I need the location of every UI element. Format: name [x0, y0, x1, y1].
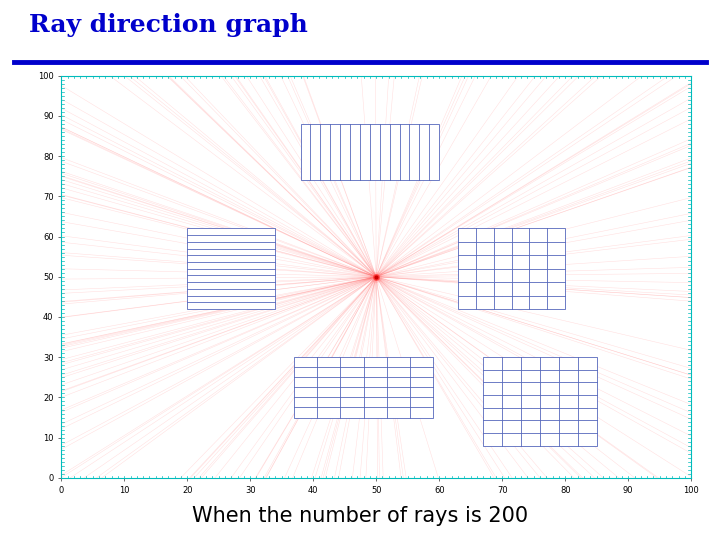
Bar [294, 357, 433, 417]
Bar [187, 228, 275, 309]
Text: Ray direction graph: Ray direction graph [29, 12, 307, 37]
Bar [483, 357, 597, 446]
Bar [301, 124, 439, 180]
Text: When the number of rays is 200: When the number of rays is 200 [192, 505, 528, 526]
Bar [458, 228, 565, 309]
